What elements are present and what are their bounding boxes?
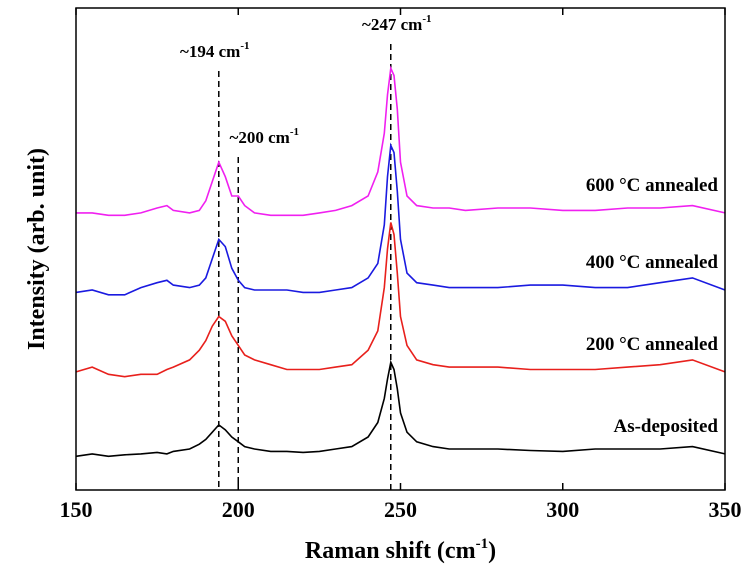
series-line (75, 142, 726, 296)
x-tick-label: 350 (709, 497, 742, 522)
annotation-label: ~200 cm-1 (230, 126, 299, 147)
x-label-sup: -1 (476, 536, 489, 552)
annotation-label: ~194 cm-1 (180, 40, 249, 61)
x-label-main: Raman shift (cm (305, 538, 476, 564)
annotation-label: ~247 cm-1 (362, 13, 431, 34)
x-axis-label: Raman shift (cm-1) (305, 536, 496, 564)
y-axis-label: Intensity (arb. unit) (24, 148, 50, 350)
annotation-text: ~247 cm (362, 15, 422, 34)
x-tick-label: 150 (60, 497, 93, 522)
annotation-sup: -1 (422, 13, 431, 25)
annotation-text: ~194 cm (180, 42, 240, 61)
series-line (75, 222, 726, 378)
x-tick-label: 250 (384, 497, 417, 522)
series-label: As-deposited (613, 416, 718, 437)
annotation-text: ~200 cm (230, 128, 290, 147)
series-label: 400 °C annealed (586, 252, 719, 273)
series-label: 200 °C annealed (586, 334, 719, 355)
x-tick-label: 200 (222, 497, 255, 522)
series-label: 600 °C annealed (586, 175, 719, 196)
annotation-sup: -1 (290, 126, 299, 138)
series-line (76, 65, 726, 217)
x-tick-label: 300 (546, 497, 579, 522)
x-label-end: ) (488, 538, 496, 564)
annotation-sup: -1 (240, 40, 249, 52)
series-line (75, 359, 726, 458)
